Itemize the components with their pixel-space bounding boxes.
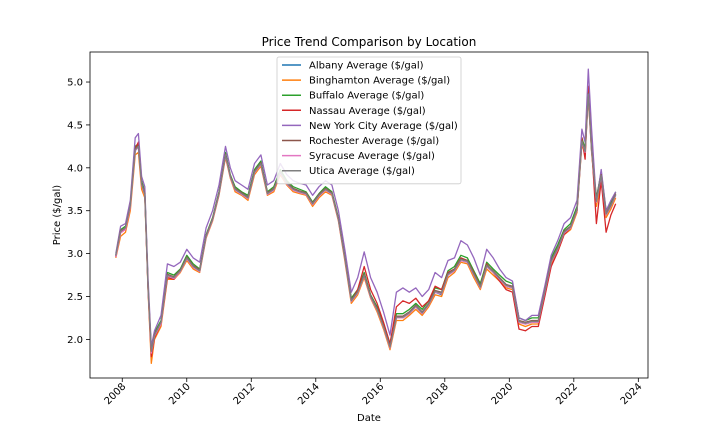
y-tick-label: 3.5: [67, 206, 83, 217]
series-line-8: [115, 93, 617, 353]
y-tick-label: 4.0: [67, 163, 83, 174]
legend-label: Binghamton Average ($/gal): [309, 76, 450, 87]
legend: Albany Average ($/gal) Binghamton Average…: [276, 56, 462, 185]
legend-label: Buffalo Average ($/gal): [309, 91, 424, 102]
series-layer: [115, 68, 617, 365]
x-tick-label: 2018: [425, 381, 451, 407]
x-tick-label: 2022: [554, 381, 580, 407]
legend-label: Syracuse Average ($/gal): [309, 151, 435, 162]
y-tick-label: 4.5: [67, 120, 83, 131]
legend-label: New York City Average ($/gal): [309, 121, 458, 132]
x-tick-label: 2014: [296, 381, 322, 407]
x-tick-label: 2016: [361, 381, 387, 407]
y-tick-label: 2.5: [67, 292, 83, 303]
series-line-5: [115, 68, 617, 347]
y-tick-label: 5.0: [67, 78, 83, 89]
legend-label: Albany Average ($/gal): [309, 61, 424, 72]
x-axis: 2008 2010 2012 2014 2016 2018 2020 2022 2024: [103, 378, 645, 407]
x-tick-label: 2020: [490, 381, 516, 407]
y-axis: 2.0 2.5 3.0 3.5 4.0 4.5 5.0: [67, 78, 90, 346]
x-tick-label: 2012: [232, 381, 258, 407]
legend-box: [276, 56, 462, 185]
legend-label: Nassau Average ($/gal): [309, 106, 426, 117]
chart-title: Price Trend Comparison by Location: [262, 35, 477, 49]
x-tick-label: 2024: [619, 381, 645, 407]
plot-frame: [89, 51, 649, 379]
x-tick-label: 2008: [103, 381, 129, 407]
x-tick-label: 2010: [167, 381, 193, 407]
legend-label: Rochester Average ($/gal): [309, 136, 439, 147]
y-tick-label: 2.0: [67, 335, 83, 346]
y-tick-label: 3.0: [67, 249, 83, 260]
y-axis-title: Price ($/gal): [52, 185, 63, 245]
legend-label: Utica Average ($/gal): [309, 166, 415, 177]
x-axis-title: Date: [357, 413, 381, 424]
